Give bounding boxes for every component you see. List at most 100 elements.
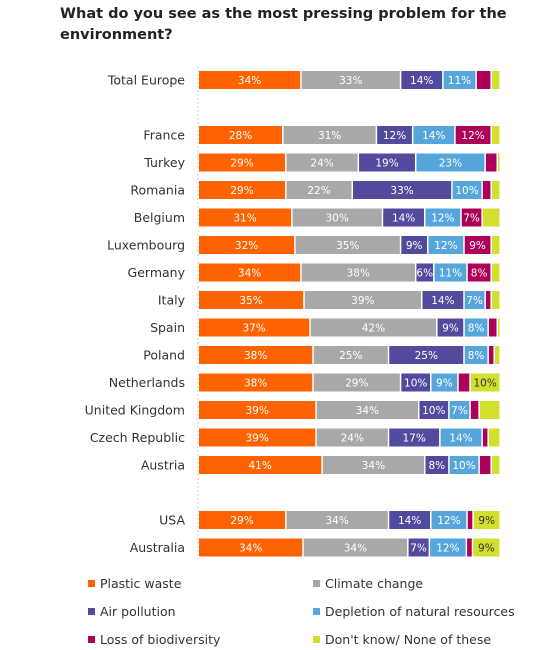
bar-data-label: 12% [461, 130, 484, 142]
bar-segment [316, 401, 418, 419]
bar-segment [401, 236, 428, 254]
category-label: Italy [158, 293, 186, 308]
bar-segment [199, 181, 286, 199]
bar-data-label: 41% [248, 460, 271, 472]
bar-data-label: 29% [345, 378, 368, 390]
bar-data-label: 39% [351, 295, 374, 307]
chart-title: What do you see as the most pressing pro… [60, 6, 507, 43]
bar-segment [455, 126, 491, 144]
bar-data-label: 22% [307, 185, 330, 197]
bar-data-label: 38% [244, 350, 267, 362]
category-label: Turkey [143, 155, 185, 170]
bar-segment [408, 538, 429, 557]
bar-segment [485, 153, 497, 172]
bar-data-label: 7% [410, 543, 427, 555]
category-label: Germany [128, 265, 186, 280]
bar-data-label: 24% [341, 433, 364, 445]
bar-segment [491, 456, 500, 474]
bar-segment [497, 318, 500, 337]
bar-data-label: 8% [468, 323, 485, 335]
bar-segment [292, 208, 382, 227]
bar-data-label: 23% [439, 158, 462, 170]
bar-segment [422, 291, 464, 309]
bar-data-label: 42% [362, 323, 385, 335]
category-label: France [143, 128, 185, 143]
bar-segment [286, 511, 388, 529]
bar-segment [461, 208, 482, 227]
bar-data-label: 11% [448, 75, 471, 87]
bar-segment [491, 126, 500, 144]
bar-data-label: 12% [383, 130, 406, 142]
bar-data-label: 10% [455, 185, 478, 197]
bar-data-label: 10% [404, 378, 427, 390]
bar-data-label: 25% [415, 350, 438, 362]
bar-segment [199, 153, 286, 172]
bar-data-label: 39% [245, 433, 268, 445]
bar-segment [313, 346, 388, 364]
bar-data-label: 9% [478, 543, 495, 555]
bar-data-label: 39% [245, 405, 268, 417]
bar-segment [304, 291, 421, 309]
bar-segment [449, 456, 479, 474]
bar-data-label: 14% [431, 295, 454, 307]
bar-segment [479, 401, 500, 419]
category-label: Australia [130, 540, 185, 555]
bar-segment [428, 236, 464, 254]
bar-data-label: 34% [239, 543, 262, 555]
bar-segment [473, 511, 500, 529]
bar-data-label: 14% [398, 515, 421, 527]
bar-segment [310, 318, 437, 337]
category-label: Austria [141, 458, 185, 473]
bar-segment [488, 318, 497, 337]
bar-segment [464, 291, 485, 309]
bar-segment [491, 291, 500, 309]
bar-data-label: 7% [463, 213, 480, 225]
bar-data-label: 37% [242, 323, 265, 335]
bar-segment [389, 346, 464, 364]
bar-data-label: 31% [233, 213, 256, 225]
bar-data-label: 12% [434, 240, 457, 252]
bar-segment [199, 346, 313, 364]
legend-label: Air pollution [100, 604, 176, 619]
bar-data-label: 34% [325, 515, 348, 527]
bar-segment [458, 373, 470, 392]
bar-segment [199, 401, 316, 419]
legend-swatch [313, 636, 320, 643]
legend-label: Plastic waste [100, 576, 182, 591]
bar-segment [199, 456, 322, 474]
category-label: Belgium [134, 210, 185, 225]
bar-segment [464, 346, 488, 364]
category-label: Czech Republic [90, 430, 185, 445]
bar-segment [199, 126, 283, 144]
bar-segment [430, 538, 466, 557]
bar-data-label: 34% [238, 268, 261, 280]
legend-swatch [313, 608, 320, 615]
bar-data-label: 29% [230, 158, 253, 170]
bar-segment [377, 126, 412, 144]
bar-data-label: 10% [452, 460, 475, 472]
bar-segment [491, 71, 500, 89]
bar-segment [295, 236, 400, 254]
bar-segment [389, 428, 440, 447]
bar-segment [434, 263, 467, 282]
bar-segment [491, 263, 500, 282]
bar-segment [485, 291, 491, 309]
bar-data-label: 19% [375, 158, 398, 170]
bar-data-label: 9% [469, 240, 486, 252]
bar-segment [199, 511, 286, 529]
bar-data-label: 12% [437, 515, 460, 527]
bar-data-label: 34% [344, 543, 367, 555]
bar-data-label: 28% [229, 130, 252, 142]
category-label: United Kingdom [85, 403, 185, 418]
bar-segment [313, 373, 400, 392]
bar-segment [416, 263, 434, 282]
bar-data-label: 14% [449, 433, 472, 445]
bar-data-label: 7% [451, 405, 468, 417]
bar-segment [479, 456, 491, 474]
bar-segment [482, 428, 488, 447]
bar-segment [199, 428, 316, 447]
bar-segment [470, 373, 500, 392]
bar-segment [199, 71, 301, 89]
bar-data-label: 10% [422, 405, 445, 417]
